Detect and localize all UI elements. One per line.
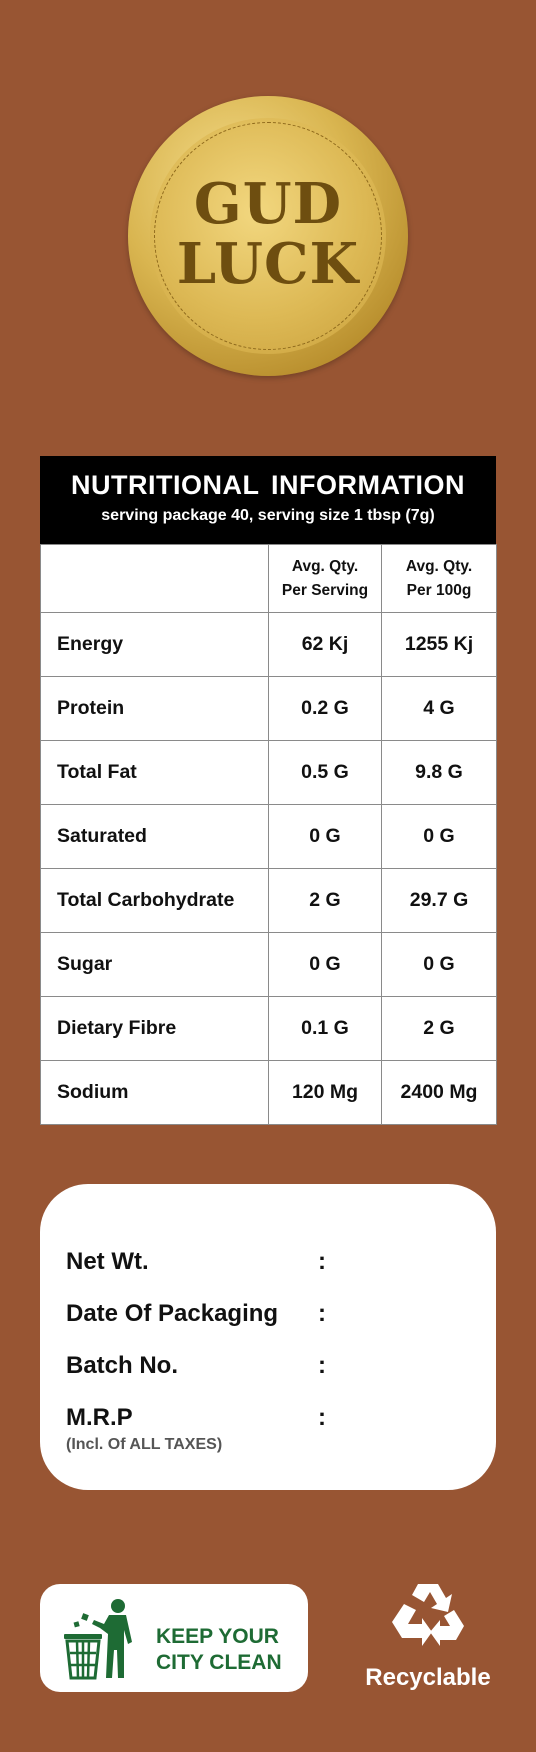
brand-name-line2: LUCK — [176, 231, 360, 297]
per-100g-value: 29.7 G — [381, 868, 497, 933]
person-trash-bin-icon — [64, 1599, 132, 1680]
recycle-icon — [392, 1584, 464, 1646]
per-serving-value: 0 G — [268, 932, 382, 997]
per-100g-value: 9.8 G — [381, 740, 497, 805]
net-weight-colon: : — [318, 1248, 326, 1275]
date-of-packaging-colon: : — [318, 1300, 326, 1327]
nutrition-title: NUTRITIONAL INFORMATION — [71, 470, 465, 500]
per-serving-value: 62 Kj — [268, 612, 382, 677]
nutrient-label: Total Carbohydrate — [40, 868, 269, 933]
per-100g-value: 4 G — [381, 676, 497, 741]
recyclable-label: Recyclable — [365, 1664, 491, 1691]
net-weight-label: Net Wt. — [66, 1248, 149, 1275]
per-serving-value: 0 G — [268, 804, 382, 869]
table-row: Dietary Fibre 0.1 G 2 G — [40, 996, 497, 1061]
per-serving-value: 120 Mg — [268, 1060, 382, 1125]
header-nutrient — [40, 544, 269, 613]
per-serving-value: 2 G — [268, 868, 382, 933]
table-row: Energy 62 Kj 1255 Kj — [40, 612, 497, 677]
table-row: Saturated 0 G 0 G — [40, 804, 497, 869]
nutrition-table: Avg. Qty. Per Serving Avg. Qty. Per 100g… — [40, 544, 497, 1125]
brand-logo-seal: GUD LUCK — [128, 96, 408, 376]
header-per-serving-line1: Avg. Qty. — [291, 557, 359, 575]
nutrient-label: Total Fat — [40, 740, 269, 805]
batch-number-colon: : — [318, 1352, 326, 1379]
nutrition-header: NUTRITIONAL INFORMATION serving package … — [40, 456, 496, 544]
header-per-100g: Avg. Qty. Per 100g — [381, 544, 497, 613]
batch-number-label: Batch No. — [66, 1352, 179, 1379]
mrp-tax-note: (Incl. Of ALL TAXES) — [66, 1436, 223, 1453]
nutrition-table-header-row: Avg. Qty. Per Serving Avg. Qty. Per 100g — [40, 544, 497, 613]
keep-city-clean-text: KEEP YOUR CITY CLEAN — [156, 1624, 282, 1676]
header-per-100g-line1: Avg. Qty. — [405, 557, 473, 575]
per-100g-value: 0 G — [381, 932, 497, 997]
per-100g-value: 2400 Mg — [381, 1060, 497, 1125]
header-per-100g-line2: Per 100g — [406, 581, 472, 599]
nutrient-label: Sugar — [40, 932, 269, 997]
mrp-colon: : — [318, 1404, 326, 1431]
seal-dashed-ring — [154, 122, 382, 350]
date-of-packaging-label: Date Of Packaging — [66, 1300, 279, 1327]
brand-name-line1: GUD — [193, 171, 343, 237]
table-row: Total Carbohydrate 2 G 29.7 G — [40, 868, 497, 933]
header-per-serving: Avg. Qty. Per Serving — [268, 544, 382, 613]
keep-city-clean-line2: CITY CLEAN — [156, 1651, 282, 1674]
nutrient-label: Saturated — [40, 804, 269, 869]
per-100g-value: 0 G — [381, 804, 497, 869]
nutrition-subtitle: serving package 40, serving size 1 tbsp … — [101, 507, 435, 524]
packaging-info-card: Net Wt. : Date Of Packaging : Batch No. … — [40, 1184, 496, 1490]
per-serving-value: 0.2 G — [268, 676, 382, 741]
per-serving-value: 0.5 G — [268, 740, 382, 805]
per-100g-value: 2 G — [381, 996, 497, 1061]
nutrient-label: Dietary Fibre — [40, 996, 269, 1061]
nutrient-label: Sodium — [40, 1060, 269, 1125]
table-row: Sodium 120 Mg 2400 Mg — [40, 1060, 497, 1125]
nutrient-label: Protein — [40, 676, 269, 741]
nutrition-panel: NUTRITIONAL INFORMATION serving package … — [40, 456, 497, 1125]
table-row: Sugar 0 G 0 G — [40, 932, 497, 997]
nutrient-label: Energy — [40, 612, 269, 677]
brand-name: GUD LUCK — [128, 174, 408, 294]
per-serving-value: 0.1 G — [268, 996, 382, 1061]
keep-city-clean-badge: KEEP YOUR CITY CLEAN — [40, 1584, 308, 1692]
table-row: Total Fat 0.5 G 9.8 G — [40, 740, 497, 805]
keep-city-clean-line1: KEEP YOUR — [156, 1625, 279, 1648]
table-row: Protein 0.2 G 4 G — [40, 676, 497, 741]
mrp-label: M.R.P — [66, 1404, 133, 1431]
header-per-serving-line2: Per Serving — [281, 581, 369, 599]
per-100g-value: 1255 Kj — [381, 612, 497, 677]
